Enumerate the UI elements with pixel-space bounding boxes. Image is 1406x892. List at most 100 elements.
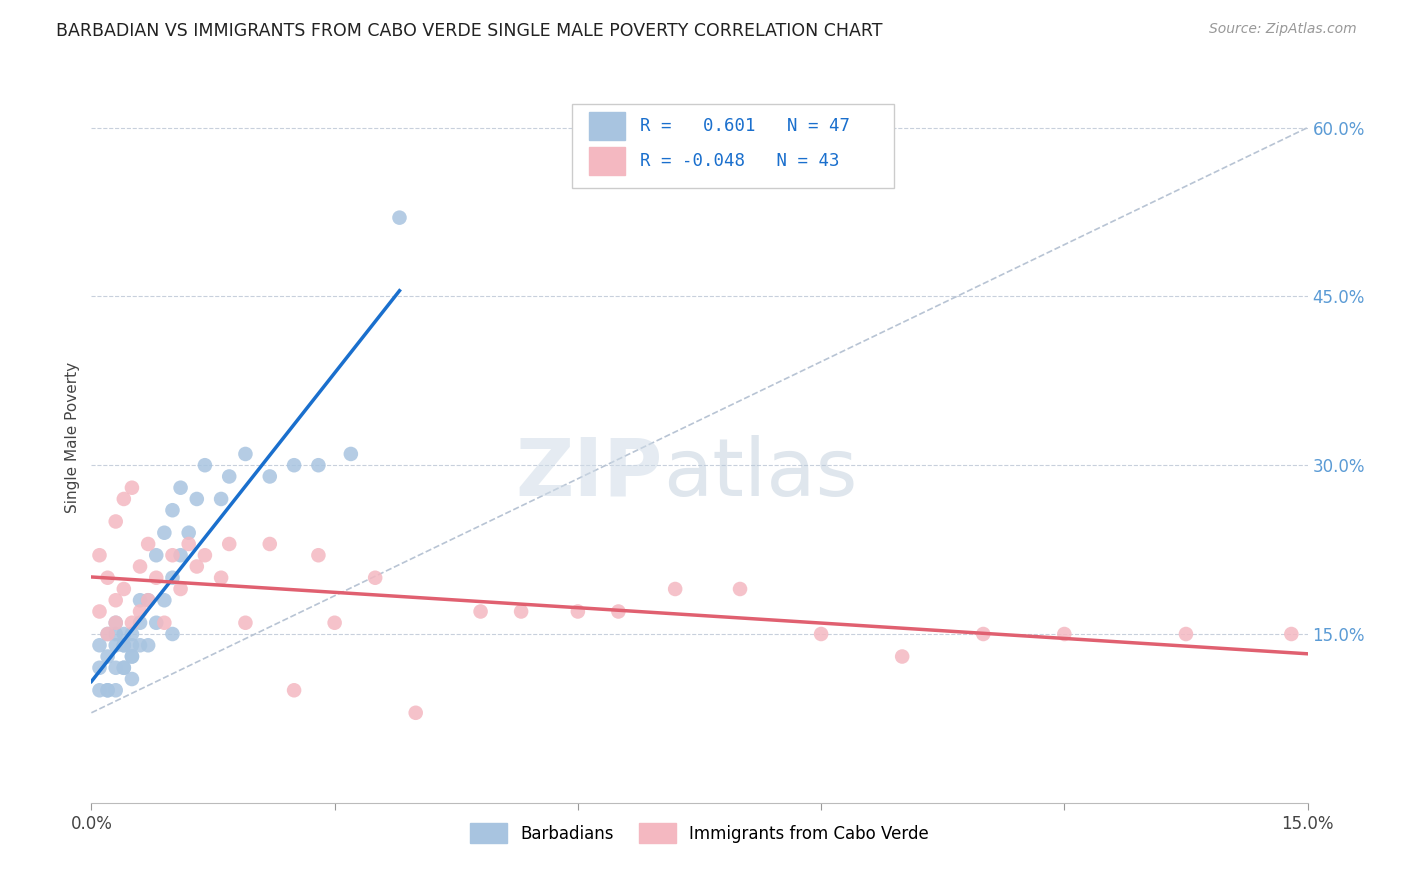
Point bbox=[194, 548, 217, 562]
Bar bbox=[589, 112, 626, 140]
Point bbox=[136, 638, 159, 652]
Point bbox=[104, 515, 127, 529]
Point bbox=[136, 593, 159, 607]
Point bbox=[121, 672, 143, 686]
Point bbox=[728, 582, 751, 596]
Point bbox=[1175, 627, 1198, 641]
Point bbox=[891, 649, 914, 664]
Point bbox=[259, 469, 281, 483]
Point bbox=[169, 548, 191, 562]
Point bbox=[89, 638, 111, 652]
Point bbox=[97, 627, 120, 641]
Point bbox=[145, 548, 167, 562]
Point bbox=[89, 683, 111, 698]
Point bbox=[112, 627, 135, 641]
Point bbox=[97, 649, 120, 664]
Point bbox=[169, 481, 191, 495]
Point bbox=[112, 491, 135, 506]
Point bbox=[136, 537, 159, 551]
Point bbox=[153, 593, 176, 607]
Point bbox=[607, 605, 630, 619]
Point bbox=[340, 447, 363, 461]
Point bbox=[136, 593, 159, 607]
Point bbox=[283, 458, 305, 473]
Point bbox=[177, 537, 200, 551]
Text: atlas: atlas bbox=[664, 434, 858, 513]
Point bbox=[186, 559, 208, 574]
Text: R = -0.048   N = 43: R = -0.048 N = 43 bbox=[640, 153, 839, 170]
Point bbox=[810, 627, 832, 641]
Point bbox=[104, 683, 127, 698]
Point bbox=[97, 571, 120, 585]
Point bbox=[104, 661, 127, 675]
Point bbox=[104, 615, 127, 630]
Point bbox=[177, 525, 200, 540]
Point bbox=[112, 582, 135, 596]
Bar bbox=[589, 147, 626, 175]
Point bbox=[112, 638, 135, 652]
Point bbox=[307, 548, 329, 562]
Point bbox=[97, 627, 120, 641]
Text: BARBADIAN VS IMMIGRANTS FROM CABO VERDE SINGLE MALE POVERTY CORRELATION CHART: BARBADIAN VS IMMIGRANTS FROM CABO VERDE … bbox=[56, 22, 883, 40]
Point bbox=[129, 559, 152, 574]
Point bbox=[97, 683, 120, 698]
Point bbox=[129, 593, 152, 607]
Point bbox=[121, 649, 143, 664]
Legend: Barbadians, Immigrants from Cabo Verde: Barbadians, Immigrants from Cabo Verde bbox=[464, 817, 935, 849]
Point bbox=[186, 491, 208, 506]
Point bbox=[104, 638, 127, 652]
Point bbox=[121, 615, 143, 630]
Point bbox=[162, 571, 184, 585]
Text: ZIP: ZIP bbox=[516, 434, 664, 513]
Point bbox=[162, 548, 184, 562]
Point bbox=[112, 638, 135, 652]
Point bbox=[162, 503, 184, 517]
Point bbox=[162, 627, 184, 641]
Point bbox=[89, 661, 111, 675]
FancyBboxPatch shape bbox=[572, 104, 894, 188]
Point bbox=[153, 525, 176, 540]
Point bbox=[1279, 627, 1302, 641]
Point bbox=[129, 605, 152, 619]
Point bbox=[364, 571, 387, 585]
Point bbox=[121, 649, 143, 664]
Point bbox=[567, 605, 589, 619]
Point bbox=[145, 571, 167, 585]
Point bbox=[112, 661, 135, 675]
Point bbox=[89, 605, 111, 619]
Point bbox=[169, 582, 191, 596]
Point bbox=[1053, 627, 1076, 641]
Point bbox=[153, 615, 176, 630]
Point bbox=[283, 683, 305, 698]
Point bbox=[972, 627, 994, 641]
Point bbox=[112, 661, 135, 675]
Point bbox=[323, 615, 346, 630]
Point bbox=[121, 481, 143, 495]
Point bbox=[307, 458, 329, 473]
Point bbox=[104, 615, 127, 630]
Point bbox=[405, 706, 427, 720]
Point bbox=[510, 605, 533, 619]
Point bbox=[104, 627, 127, 641]
Point bbox=[97, 683, 120, 698]
Point bbox=[194, 458, 217, 473]
Point bbox=[121, 638, 143, 652]
Point bbox=[104, 593, 127, 607]
Point bbox=[209, 571, 232, 585]
Point bbox=[218, 469, 240, 483]
Point bbox=[129, 615, 152, 630]
Y-axis label: Single Male Poverty: Single Male Poverty bbox=[65, 361, 80, 513]
Point bbox=[235, 447, 257, 461]
Point bbox=[89, 548, 111, 562]
Point bbox=[209, 491, 232, 506]
Point bbox=[121, 627, 143, 641]
Text: Source: ZipAtlas.com: Source: ZipAtlas.com bbox=[1209, 22, 1357, 37]
Point bbox=[129, 638, 152, 652]
Point bbox=[388, 211, 411, 225]
Point bbox=[664, 582, 686, 596]
Point bbox=[218, 537, 240, 551]
Text: R =   0.601   N = 47: R = 0.601 N = 47 bbox=[640, 117, 849, 136]
Point bbox=[259, 537, 281, 551]
Point bbox=[470, 605, 492, 619]
Point bbox=[235, 615, 257, 630]
